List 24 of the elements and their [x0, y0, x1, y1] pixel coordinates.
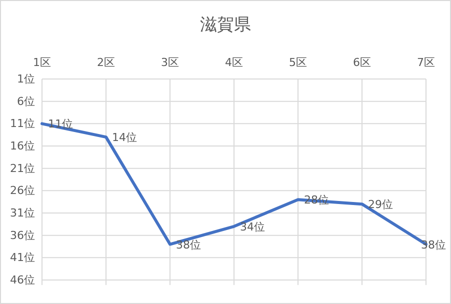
y-tick-label: 1位 — [17, 72, 35, 86]
x-tick-label: 2区 — [97, 56, 115, 69]
data-label: 38位 — [176, 238, 201, 252]
y-tick-label: 11位 — [10, 117, 35, 130]
chart-title: 滋賀県 — [200, 15, 251, 35]
data-label: 14位 — [112, 131, 137, 144]
y-tick-label: 26位 — [10, 184, 35, 198]
y-tick-label: 41位 — [10, 251, 35, 264]
data-label: 28位 — [304, 194, 329, 207]
y-tick-label: 31位 — [10, 206, 35, 220]
x-tick-label: 3区 — [161, 56, 179, 69]
x-tick-label: 1区 — [33, 56, 51, 69]
y-tick-label: 6位 — [17, 94, 35, 108]
data-label: 34位 — [240, 220, 265, 234]
data-label: 29位 — [368, 198, 393, 212]
x-tick-label: 6区 — [353, 56, 371, 69]
x-tick-label: 4区 — [225, 56, 243, 69]
x-tick-label: 7区 — [417, 56, 435, 69]
y-tick-label: 21位 — [10, 162, 35, 175]
y-tick-label: 46位 — [10, 274, 35, 287]
y-tick-label: 16位 — [10, 140, 35, 153]
data-label: 38位 — [421, 238, 446, 252]
x-tick-label: 5区 — [289, 56, 307, 69]
y-tick-label: 36位 — [10, 228, 35, 242]
